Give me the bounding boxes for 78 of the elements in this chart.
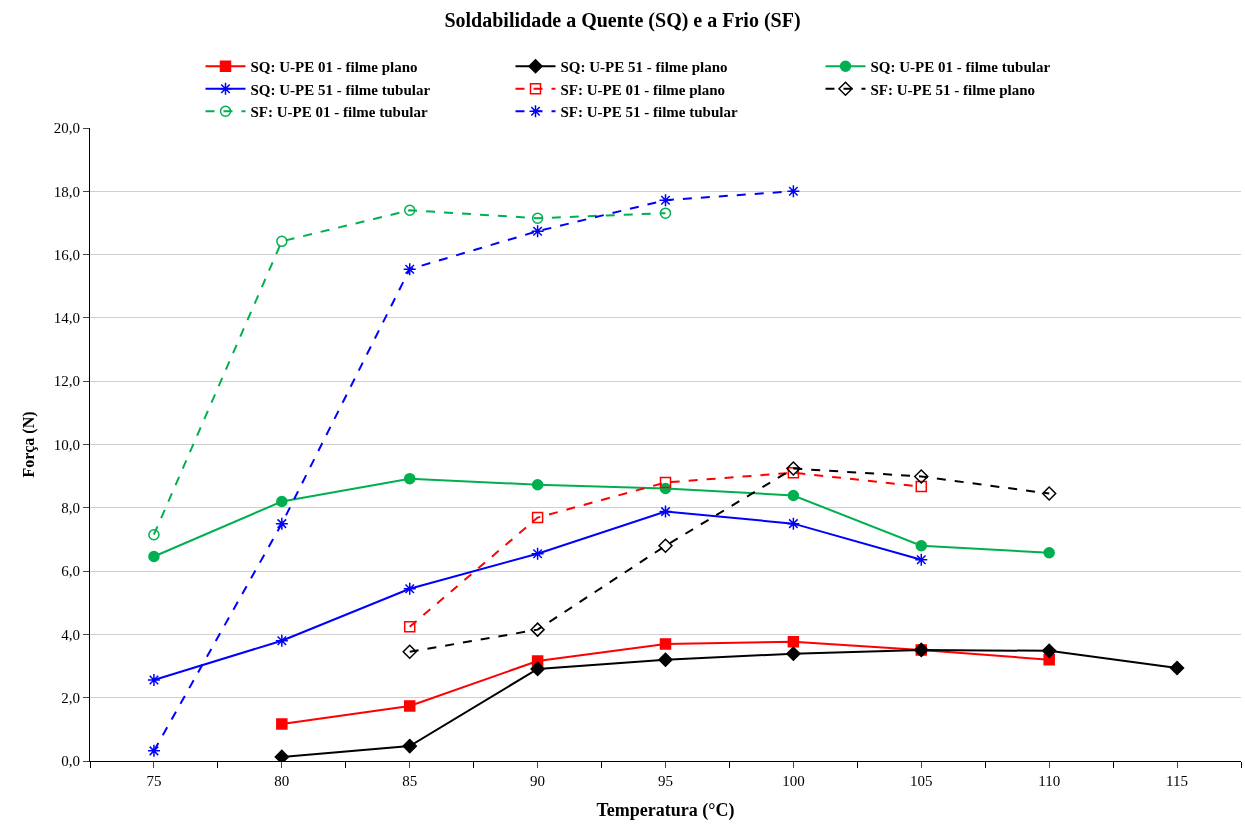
y-tick-label: 14,0 [53, 310, 80, 327]
point [276, 235, 288, 248]
y-axis-title: Força (N) [19, 411, 38, 478]
point [147, 673, 161, 687]
chart-title: Soldabilidade a Quente (SQ) e a Frio (SF) [444, 8, 801, 32]
point [658, 652, 673, 667]
y-tick-label: 18,0 [53, 183, 80, 200]
x-tick-label: 115 [1166, 773, 1189, 789]
point [786, 461, 801, 476]
x-tick-label: 75 [146, 773, 162, 789]
point [276, 495, 288, 508]
y-tick-label: 0,0 [61, 753, 80, 770]
point [786, 646, 801, 661]
point [915, 540, 928, 552]
y-tick-label: 12,0 [53, 373, 80, 390]
point [787, 635, 800, 648]
point [658, 538, 673, 554]
point [914, 469, 929, 484]
point [530, 224, 545, 238]
y-tick-label: 4,0 [61, 626, 80, 643]
point [403, 472, 416, 485]
point [148, 528, 160, 541]
x-tick-label: 80 [274, 773, 290, 789]
point [403, 700, 416, 712]
y-tick-label: 8,0 [61, 500, 80, 517]
point [403, 204, 416, 217]
y-tick-label: 2,0 [61, 689, 80, 706]
legend-label: SQ: U-PE 01 - filme plano [250, 59, 418, 76]
y-tick-label: 6,0 [61, 563, 80, 580]
point [402, 582, 417, 596]
legend-label: SF: U-PE 01 - filme plano [560, 81, 726, 98]
legend-label: SQ: U-PE 01 - filme tubular [870, 59, 1051, 76]
y-tick-label: 20,0 [53, 120, 80, 137]
point [531, 511, 544, 524]
point [1041, 643, 1057, 659]
point [531, 478, 544, 491]
point [659, 638, 672, 650]
point [786, 184, 801, 199]
point [530, 661, 545, 677]
legend-label: SF: U-PE 01 - filme tubular [250, 104, 428, 121]
point [530, 546, 545, 561]
legend-label: SF: U-PE 51 - filme plano [870, 81, 1036, 98]
x-tick-label: 105 [910, 773, 933, 789]
x-tick-label: 85 [402, 773, 418, 789]
point [659, 207, 672, 219]
legend-label: SF: U-PE 51 - filme tubular [560, 104, 738, 121]
point [530, 622, 545, 637]
point [275, 633, 289, 648]
x-tick-label: 95 [658, 773, 673, 789]
point [658, 193, 673, 207]
point [275, 516, 289, 531]
point [531, 212, 544, 224]
point [403, 621, 416, 633]
point [914, 552, 929, 567]
point [402, 738, 417, 754]
point [148, 550, 160, 563]
x-axis-title: Temperatura (°C) [596, 800, 735, 822]
point [1041, 486, 1057, 501]
point [787, 466, 800, 479]
legend-label: SQ: U-PE 51 - filme tubular [250, 81, 431, 98]
point [1169, 660, 1185, 676]
point [402, 644, 417, 660]
point [402, 262, 417, 276]
point [276, 718, 288, 730]
point [274, 749, 290, 761]
y-tick-label: 10,0 [53, 436, 80, 453]
point [659, 476, 672, 489]
point [147, 744, 161, 758]
x-tick-label: 110 [1038, 773, 1061, 789]
y-tick-label: 16,0 [53, 246, 80, 263]
x-tick-label: 100 [782, 773, 805, 789]
point [915, 480, 928, 493]
point [787, 489, 800, 502]
legend-label: SQ: U-PE 51 - filme plano [560, 59, 728, 76]
point [658, 504, 673, 519]
point [786, 516, 801, 531]
point [1043, 546, 1055, 559]
x-tick-label: 90 [530, 773, 546, 789]
